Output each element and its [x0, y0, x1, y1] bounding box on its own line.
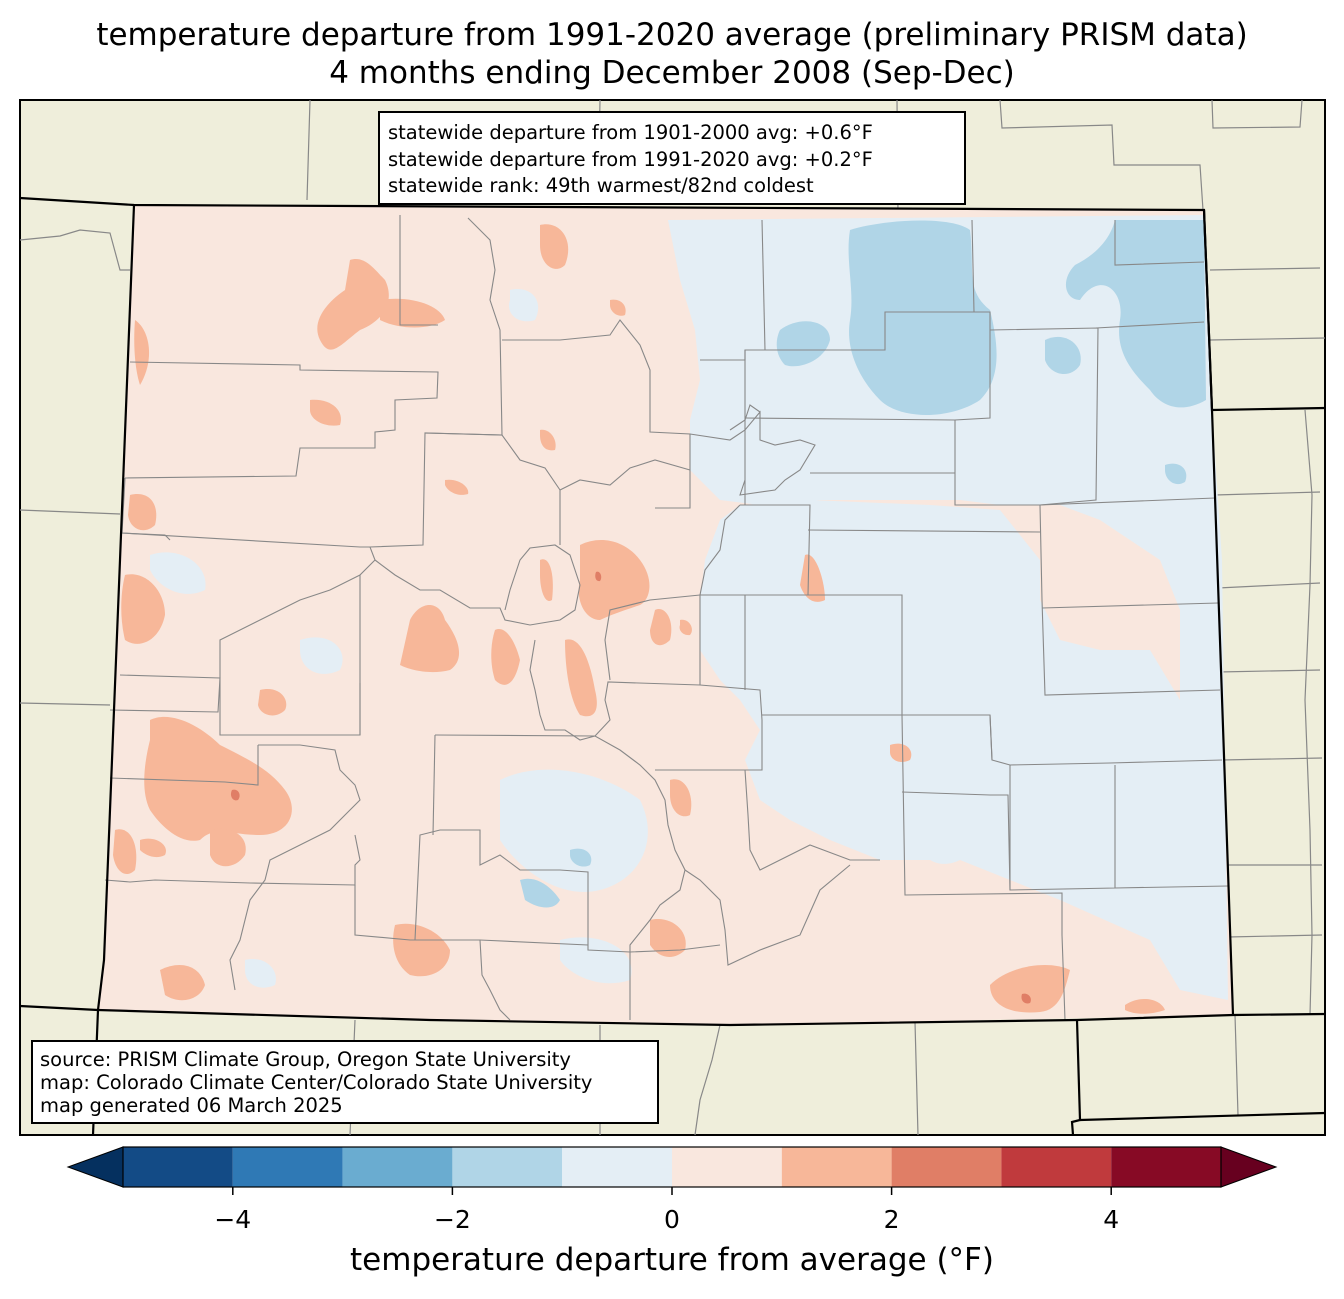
colorbar-tick-label: 2 [883, 1205, 900, 1234]
county-lines [104, 215, 1229, 1021]
colder-anomaly-regions [520, 220, 1206, 908]
stats-departure-1901-2000: statewide departure from 1901-2000 avg: … [388, 121, 873, 144]
colorbar-tick-label: 0 [664, 1205, 680, 1234]
colorbar-bin-0 [123, 1147, 233, 1187]
colorbar-bin-5 [672, 1147, 782, 1187]
colorbar-bin-9 [1111, 1147, 1221, 1187]
stats-rank: statewide rank: 49th warmest/82nd coldes… [388, 174, 814, 197]
map-title-line-1: temperature departure from 1991-2020 ave… [96, 17, 1248, 53]
generated-date-line: map generated 06 March 2025 [40, 1094, 343, 1117]
colorbar-bin-2 [342, 1147, 453, 1187]
colorbar-under-arrow [66, 1146, 124, 1188]
colorbar-bin-6 [781, 1147, 892, 1187]
map-title-line-2: 4 months ending December 2008 (Sep-Dec) [329, 55, 1015, 91]
source-line: source: PRISM Climate Group, Oregon Stat… [40, 1048, 571, 1071]
colorbar-bin-3 [452, 1147, 563, 1187]
cool-anomaly-regions [150, 215, 1228, 1000]
colorbar-bin-7 [891, 1147, 1002, 1187]
statewide-stats-box: statewide departure from 1901-2000 avg: … [378, 111, 966, 205]
colorbar-tick-label: 4 [1103, 1205, 1120, 1234]
source-credits-box: source: PRISM Climate Group, Oregon Stat… [31, 1040, 659, 1124]
map-credit-line: map: Colorado Climate Center/Colorado St… [40, 1071, 593, 1094]
hot-spot-regions [230, 571, 1031, 1004]
colorbar-bin-4 [562, 1147, 672, 1187]
warm-anomaly-regions [113, 224, 1165, 1014]
colorbar-over-arrow [1220, 1146, 1278, 1188]
colorbar-bin-8 [1001, 1147, 1112, 1187]
colorbar-tick-label: −4 [214, 1205, 252, 1234]
colorbar-bin-1 [232, 1147, 343, 1187]
colorbar-tick-label: −2 [433, 1205, 471, 1234]
colorado-temperature-map [19, 99, 1326, 1136]
stats-departure-1991-2020: statewide departure from 1991-2020 avg: … [388, 147, 873, 171]
colorbar-label: temperature departure from average (°F) [350, 1242, 994, 1278]
